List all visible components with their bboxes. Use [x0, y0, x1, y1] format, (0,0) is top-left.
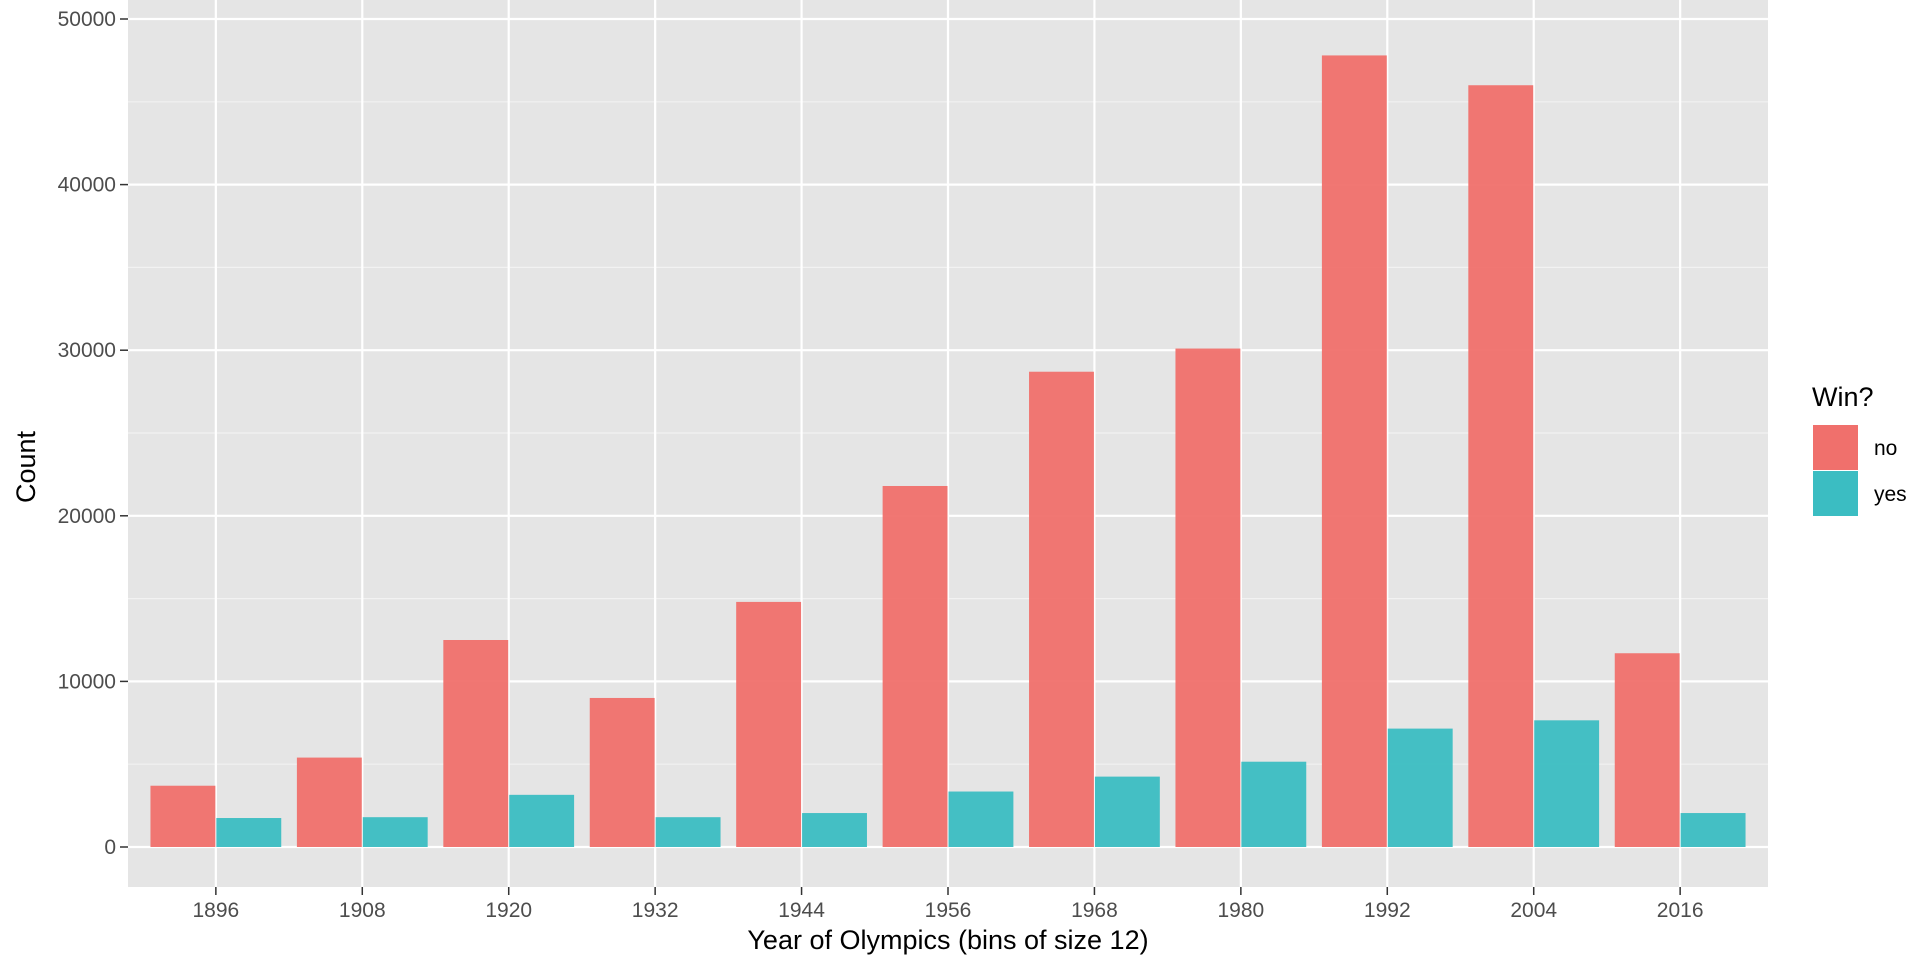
x-tick-label: 2004	[1510, 899, 1557, 922]
bar-no	[589, 697, 655, 847]
y-tick-label: 30000	[58, 339, 116, 362]
bar-yes	[1534, 720, 1600, 847]
y-tick-label: 10000	[58, 670, 116, 693]
bar-yes	[1387, 728, 1453, 847]
bar-no	[1468, 85, 1534, 848]
y-axis-title: Count	[11, 430, 41, 503]
y-tick-label: 50000	[58, 8, 116, 31]
bars	[150, 55, 1746, 848]
legend-key-no	[1813, 425, 1858, 470]
x-tick-label: 1944	[778, 899, 825, 922]
bar-yes	[509, 794, 575, 847]
x-tick-label: 1896	[192, 899, 239, 922]
legend-label-no: no	[1874, 437, 1897, 460]
y-tick-label: 20000	[58, 505, 116, 528]
x-tick-label: 1980	[1217, 899, 1264, 922]
legend-label-yes: yes	[1874, 483, 1907, 506]
x-tick-label: 1920	[485, 899, 532, 922]
bar-no	[1029, 371, 1094, 847]
x-axis-title: Year of Olympics (bins of size 12)	[747, 925, 1148, 955]
bar-yes	[1680, 813, 1746, 847]
bar-no	[882, 485, 948, 847]
bar-yes	[216, 818, 282, 847]
x-tick-label: 1932	[632, 899, 679, 922]
bar-no	[1321, 55, 1387, 847]
x-tick-label: 1992	[1364, 899, 1411, 922]
x-tick-label: 1968	[1071, 899, 1118, 922]
y-tick-label: 0	[104, 836, 116, 859]
bar-no	[736, 601, 802, 847]
x-axis-ticks: 1896 1908 1920 1932 1944 1956 1968 1980 1992 2004…	[192, 887, 1704, 922]
x-tick-label: 2016	[1657, 899, 1704, 922]
y-tick-label: 40000	[58, 174, 116, 197]
x-tick-label: 1908	[339, 899, 386, 922]
legend: Win? no yes	[1812, 382, 1907, 516]
bar-yes	[948, 791, 1014, 847]
bar-yes	[362, 817, 428, 847]
legend-key-yes	[1813, 471, 1858, 516]
bar-no	[150, 785, 216, 847]
bar-no	[296, 757, 362, 847]
major-gridlines	[128, 0, 1768, 887]
bar-yes	[655, 817, 721, 847]
y-axis-ticks: 0 10000 20000 30000 40000 50000	[58, 8, 128, 859]
bar-yes	[1241, 761, 1307, 847]
bar-no	[1175, 348, 1241, 847]
bar-yes	[802, 813, 867, 847]
bar-yes	[1094, 776, 1160, 847]
x-tick-label: 1956	[925, 899, 972, 922]
bar-no	[1614, 653, 1680, 847]
legend-title: Win?	[1812, 382, 1874, 412]
bar-no	[443, 640, 509, 847]
